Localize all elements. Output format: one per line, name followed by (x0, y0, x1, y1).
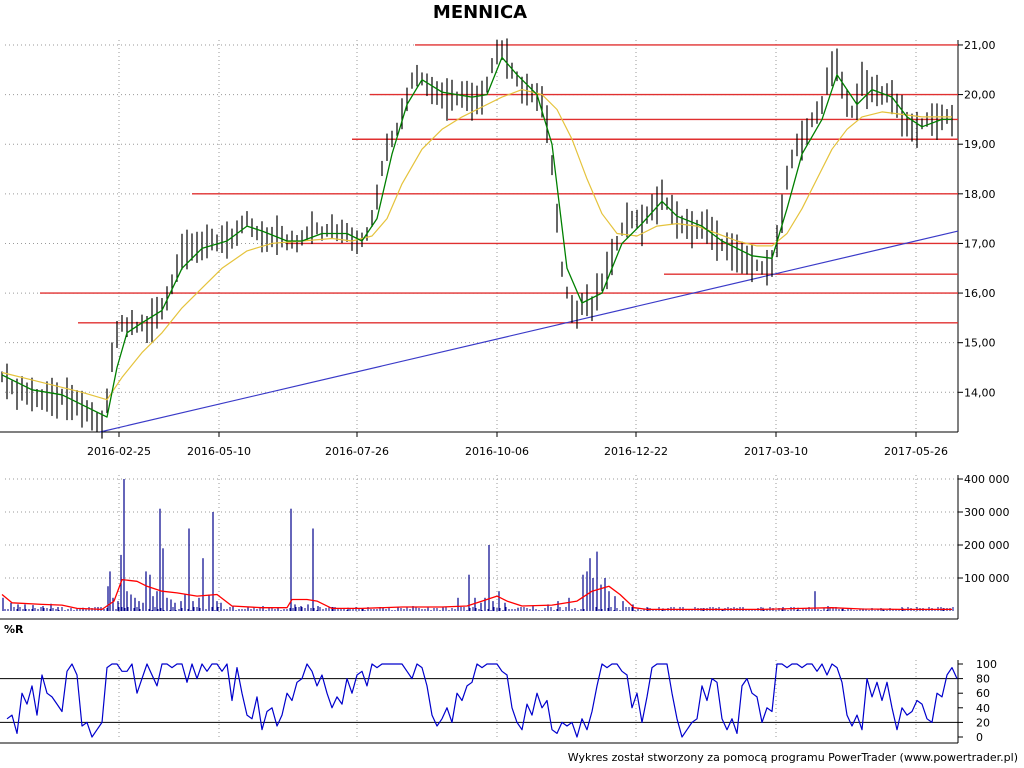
williams-r-label: %R (4, 623, 24, 636)
price-x-tick-label: 2016-02-25 (87, 445, 151, 458)
price-y-tick-label: 18,00 (964, 188, 996, 201)
price-y-tick-label: 16,00 (964, 287, 996, 300)
volume-y-tick-label: 400 000 (964, 473, 1010, 486)
price-y-tick-label: 20,00 (964, 89, 996, 102)
credit-text: Wykres został stworzony za pomocą progra… (567, 751, 1018, 764)
price-y-tick-label: 14,00 (964, 386, 996, 399)
price-x-tick-label: 2016-05-10 (187, 445, 251, 458)
price-panel: 14,00 15,00 16,00 17,00 18,00 19,00 20,00 21,00… (0, 38, 996, 458)
price-x-tick-label: 2017-05-26 (884, 445, 948, 458)
wr-y-tick-label: 40 (976, 702, 990, 715)
volume-y-tick-label: 100 000 (964, 572, 1010, 585)
wr-y-tick-label: 60 (976, 687, 990, 700)
price-y-tick-label: 21,00 (964, 39, 996, 52)
volume-y-tick-label: 200 000 (964, 539, 1010, 552)
trendline (99, 230, 959, 433)
wr-y-tick-label: 0 (976, 731, 983, 744)
wr-y-tick-label: 80 (976, 673, 990, 686)
price-x-tick-label: 2016-10-06 (465, 445, 529, 458)
chart-title: MENNICA (432, 2, 528, 23)
volume-panel: 100 000 200 000 300 000 400 000 (0, 473, 1010, 620)
price-y-tick-label: 17,00 (964, 237, 996, 250)
price-x-tick-label: 2017-03-10 (744, 445, 808, 458)
price-x-tick-label: 2016-07-26 (325, 445, 389, 458)
wr-y-tick-label: 100 (976, 658, 997, 671)
sma-short-line (1, 56, 952, 418)
wr-line (6, 663, 958, 738)
volume-ma-line (1, 578, 952, 611)
volume-y-tick-label: 300 000 (964, 506, 1010, 519)
sma-long-line (1, 89, 952, 401)
price-x-tick-label: 2016-12-22 (604, 445, 668, 458)
price-y-tick-label: 15,00 (964, 337, 996, 350)
wr-y-tick-label: 20 (976, 716, 990, 729)
price-y-tick-label: 19,00 (964, 138, 996, 151)
